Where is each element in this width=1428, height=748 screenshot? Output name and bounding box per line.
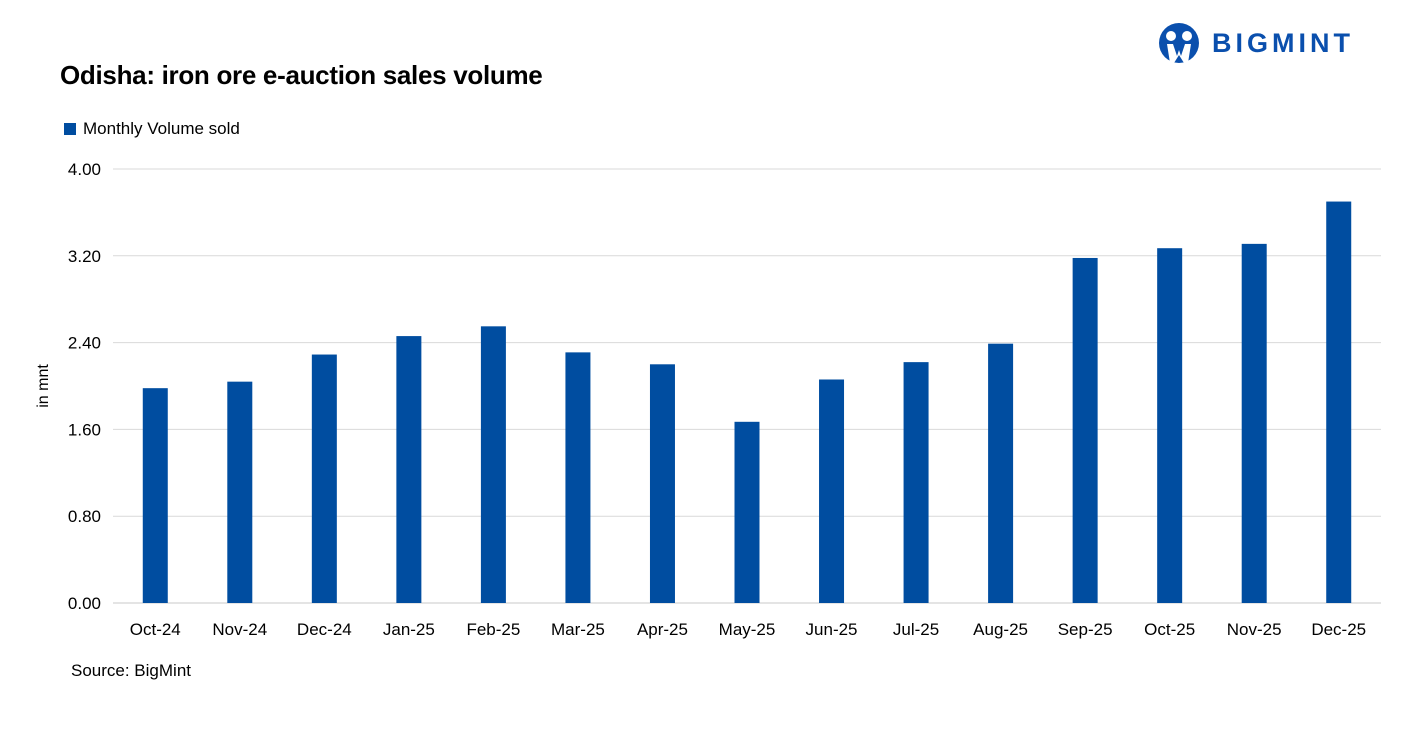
bar-jan-25: [396, 336, 422, 603]
chart-title: Odisha: iron ore e-auction sales volume: [60, 60, 543, 90]
y-tick-label: 1.60: [68, 420, 101, 439]
bigmint-logo: BIGMINT: [1158, 22, 1354, 64]
x-tick-label: Jun-25: [806, 620, 858, 639]
x-tick-label: Aug-25: [973, 620, 1028, 639]
x-tick-label: Oct-25: [1144, 620, 1195, 639]
bigmint-logo-text: BIGMINT: [1212, 27, 1354, 58]
x-tick-label: Jan-25: [383, 620, 435, 639]
x-tick-label: Feb-25: [466, 620, 520, 639]
bar-oct-25: [1157, 248, 1183, 603]
y-tick-label: 4.00: [68, 160, 101, 179]
y-tick-label: 3.20: [68, 247, 101, 266]
bigmint-logo-icon: [1159, 23, 1199, 63]
x-tick-label: May-25: [719, 620, 776, 639]
bar-mar-25: [565, 352, 591, 603]
legend-label: Monthly Volume sold: [83, 119, 240, 138]
x-tick-label: Apr-25: [637, 620, 688, 639]
bar-apr-25: [649, 364, 675, 603]
x-tick-label: Mar-25: [551, 620, 605, 639]
bar-jun-25: [819, 379, 845, 603]
x-tick-label: Sep-25: [1058, 620, 1113, 639]
bar-dec-24: [311, 354, 337, 603]
bar-sep-25: [1072, 257, 1098, 603]
legend-swatch: [64, 123, 76, 135]
x-tick-label: Nov-25: [1227, 620, 1282, 639]
x-tick-label: Dec-25: [1311, 620, 1366, 639]
x-tick-label: Nov-24: [212, 620, 267, 639]
bar-nov-24: [227, 381, 253, 603]
y-tick-label: 2.40: [68, 334, 101, 353]
y-axis-label: in mnt: [35, 364, 52, 408]
y-tick-label: 0.00: [68, 594, 101, 613]
y-tick-label: 0.80: [68, 507, 101, 526]
x-tick-label: Dec-24: [297, 620, 352, 639]
legend: Monthly Volume sold: [64, 119, 240, 139]
bar-may-25: [734, 421, 760, 603]
bar-jul-25: [903, 362, 929, 603]
bar-oct-24: [142, 388, 168, 603]
x-tick-label: Oct-24: [130, 620, 181, 639]
x-tick-label: Jul-25: [893, 620, 939, 639]
bar-dec-25: [1326, 201, 1352, 604]
bar-nov-25: [1241, 243, 1267, 604]
bar-feb-25: [480, 326, 506, 603]
source-note: Source: BigMint: [71, 661, 191, 680]
bar-aug-25: [988, 343, 1014, 603]
